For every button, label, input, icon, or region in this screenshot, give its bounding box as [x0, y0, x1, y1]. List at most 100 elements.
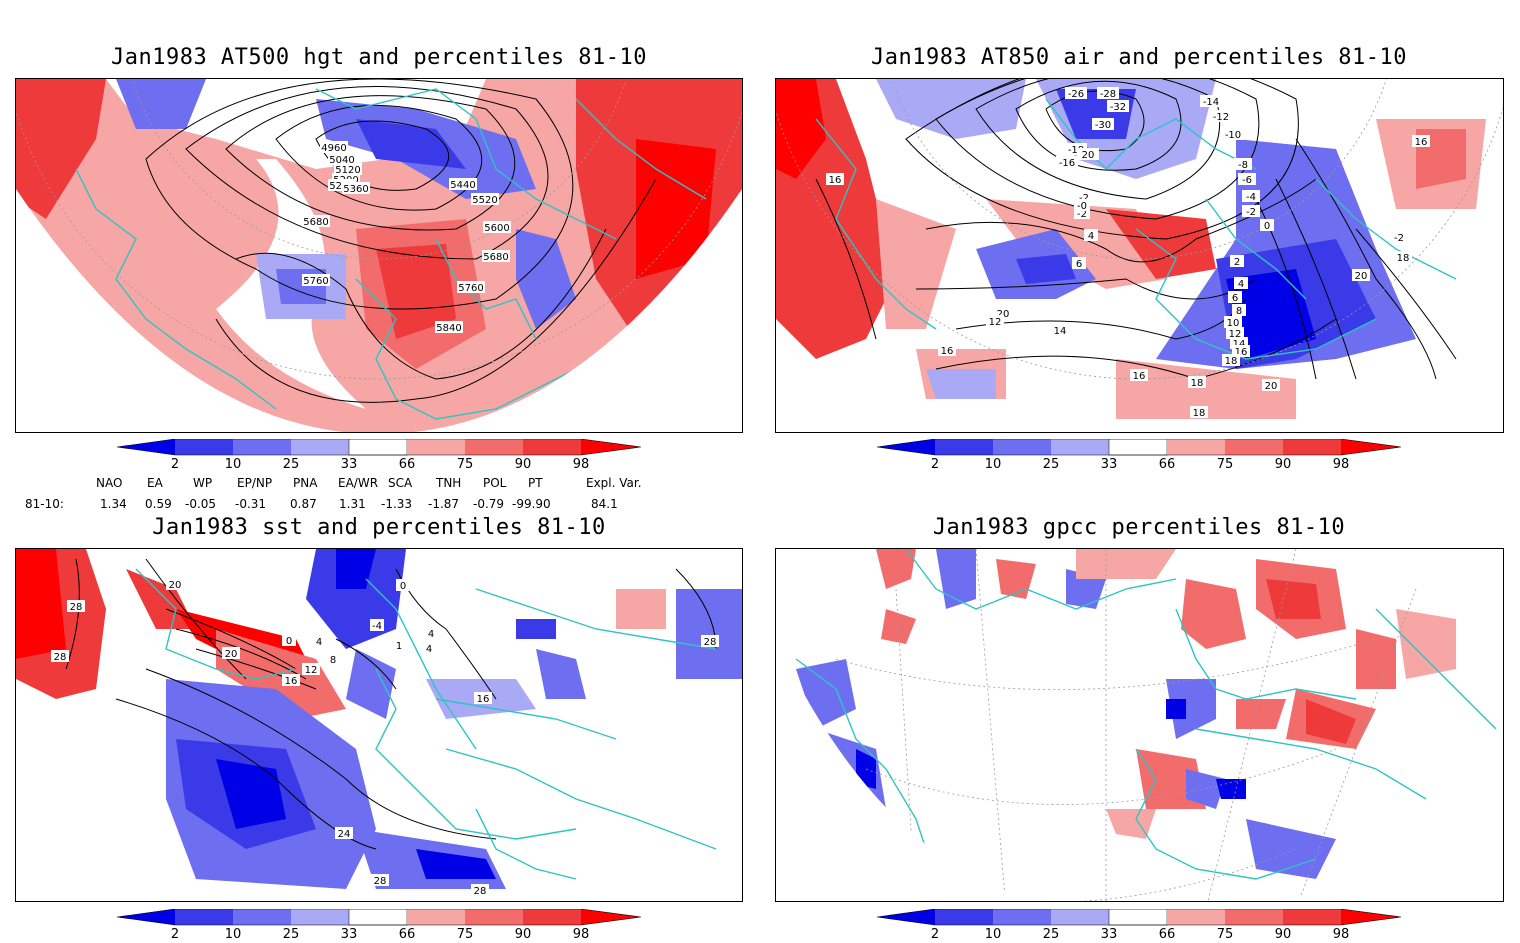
colorbar-label: 10: [224, 457, 242, 472]
index-value: 84.1: [591, 497, 618, 511]
index-header: PT: [528, 476, 543, 490]
contour-label: -8: [1234, 158, 1252, 171]
colorbar-swatches: [116, 438, 642, 456]
colorbar-label: 10: [984, 927, 1002, 942]
svg-text:16: 16: [1133, 371, 1146, 382]
colorbar-swatch: [117, 909, 175, 925]
colorbar-swatch: [407, 909, 465, 925]
colorbar-swatch: [1341, 439, 1401, 455]
svg-text:-4: -4: [1246, 192, 1256, 203]
colorbar-label: 66: [398, 457, 416, 472]
svg-text:14: 14: [1233, 339, 1246, 350]
contour-label: 4: [424, 627, 438, 640]
contour-label: -4: [1242, 190, 1260, 203]
svg-text:-6: -6: [1242, 175, 1252, 186]
colorbar-swatch: [1225, 439, 1283, 455]
colorbar-swatch: [407, 439, 465, 455]
index-row-label: 81-10:: [25, 497, 64, 511]
contour-label: 28: [471, 884, 489, 897]
svg-text:1: 1: [396, 641, 402, 652]
contour-label: 5040: [328, 153, 356, 166]
map-sst: 28 28 20 20 16 12 8 4 0 4 4 1 0 16 24 28…: [16, 549, 742, 901]
index-header: POL: [483, 476, 507, 490]
colorbar-label: 25: [282, 927, 300, 942]
index-value: 1.34: [100, 497, 127, 511]
contour-label: 6: [1072, 257, 1086, 270]
svg-text:20: 20: [169, 580, 182, 591]
svg-text:4: 4: [1238, 279, 1244, 290]
contour-label: 4: [1234, 277, 1248, 290]
contour-label: 8: [326, 653, 340, 666]
svg-text:16: 16: [1235, 347, 1248, 358]
contour-label: 16: [282, 674, 300, 687]
index-header: SCA: [388, 476, 413, 490]
contour-label: 28: [51, 650, 69, 663]
svg-text:0: 0: [400, 581, 406, 592]
svg-text:-18: -18: [1068, 145, 1084, 156]
svg-text:-10: -10: [1225, 130, 1241, 141]
svg-text:5440: 5440: [450, 180, 475, 191]
colorbar-label: 33: [1100, 927, 1118, 942]
contour-label: 12: [986, 315, 1004, 328]
contour-label: 28: [371, 874, 389, 887]
index-value: -1.87: [428, 497, 460, 511]
map-panel-hgt: 4960 5040 5120 5200 5280 5360 5440 5520 …: [15, 78, 743, 433]
colorbar-bottom-left: 2 10 25 33 66 75 90 98: [116, 908, 645, 943]
contour-label: -16: [1056, 156, 1078, 169]
svg-text:0: 0: [286, 636, 292, 647]
contour-label: 18: [1190, 406, 1208, 419]
contour-label: -28: [1097, 87, 1119, 100]
contour-label: -10: [1222, 128, 1244, 141]
svg-text:4: 4: [316, 637, 322, 648]
map-panel-gpcc: [775, 548, 1504, 902]
contour-label: 5120: [334, 163, 362, 176]
contour-label: 6: [1228, 291, 1242, 304]
contour-label: 0: [1260, 219, 1274, 232]
colorbar-swatch: [291, 439, 349, 455]
index-header: Expl. Var.: [586, 476, 642, 490]
colorbar-bottom-right: 2 10 25 33 66 75 90 98: [876, 908, 1405, 943]
colorbar-label: 98: [1332, 457, 1350, 472]
index-value: -0.05: [185, 497, 217, 511]
colorbar-label: 2: [170, 457, 180, 472]
index-value: 1.31: [339, 497, 366, 511]
contour-label: 12: [1226, 327, 1244, 340]
index-header: EP/NP: [237, 476, 273, 490]
colorbar-label: 10: [984, 457, 1002, 472]
index-header: PNA: [293, 476, 318, 490]
index-header: WP: [193, 476, 213, 490]
contour-label: 5600: [483, 221, 511, 234]
contour-label: 4: [1084, 229, 1098, 242]
svg-text:12: 12: [305, 665, 318, 676]
contour-label: 5760: [302, 274, 330, 287]
index-value: -0.79: [473, 497, 505, 511]
contour-label: 2: [1230, 255, 1244, 268]
svg-text:20: 20: [1082, 150, 1095, 161]
colorbar-swatch: [877, 909, 935, 925]
contour-label: -2: [1242, 205, 1260, 218]
contour-label: 20: [1077, 148, 1099, 161]
colorbar-label: 2: [930, 927, 940, 942]
contour-label: 16: [938, 344, 956, 357]
svg-text:16: 16: [941, 346, 954, 357]
map-air: -26 -28 -32 -30 -14 -12 -10 -18 20 -16 -…: [776, 79, 1503, 432]
colorbar-label: 66: [1158, 927, 1176, 942]
colorbar-swatch: [291, 909, 349, 925]
colorbar-label: 75: [456, 927, 474, 942]
colorbar-swatch: [117, 439, 175, 455]
colorbar-swatch: [1051, 909, 1109, 925]
svg-text:-2: -2: [1077, 209, 1087, 220]
svg-text:16: 16: [1415, 137, 1428, 148]
colorbar-label: 90: [1274, 927, 1292, 942]
svg-text:6: 6: [1076, 259, 1082, 270]
contour-label: -4: [370, 619, 384, 632]
contour-label: -30: [1092, 118, 1114, 131]
colorbar-label: 90: [514, 457, 532, 472]
svg-text:18: 18: [1225, 356, 1238, 367]
svg-text:-2: -2: [1079, 193, 1089, 204]
colorbar-swatch: [523, 909, 581, 925]
colorbar-swatch: [1051, 439, 1109, 455]
svg-text:20: 20: [1355, 271, 1368, 282]
contour-label: 5760: [457, 281, 485, 294]
contour-label: 20: [1262, 379, 1280, 392]
